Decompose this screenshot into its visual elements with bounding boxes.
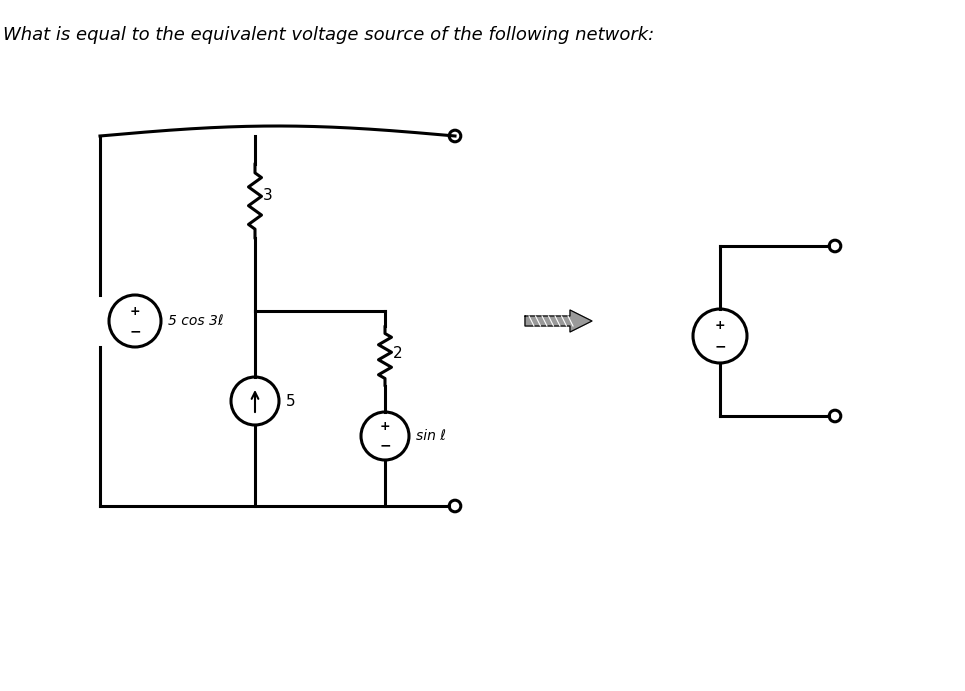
- Polygon shape: [525, 310, 592, 332]
- Text: −: −: [714, 339, 726, 353]
- Text: +: +: [379, 420, 390, 433]
- Text: 5: 5: [286, 393, 295, 408]
- Text: sin ℓ: sin ℓ: [416, 429, 446, 443]
- Text: +: +: [129, 305, 140, 318]
- Text: 5 cos 3ℓ: 5 cos 3ℓ: [168, 314, 224, 328]
- Text: 2: 2: [393, 346, 402, 361]
- Text: What is equal to the equivalent voltage source of the following network:: What is equal to the equivalent voltage …: [3, 26, 654, 44]
- Text: 3: 3: [263, 189, 273, 204]
- Text: +: +: [715, 319, 726, 332]
- Text: −: −: [379, 438, 391, 452]
- Text: −: −: [129, 324, 141, 338]
